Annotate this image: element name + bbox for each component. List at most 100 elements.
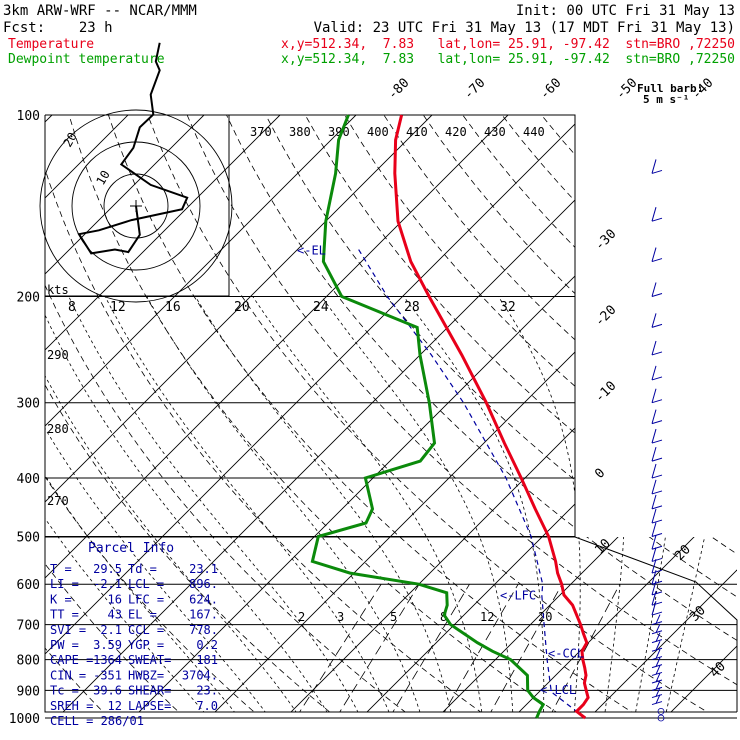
wind-barb-staff	[651, 293, 663, 298]
wind-barb-flag	[651, 247, 657, 262]
wind-barb	[651, 207, 663, 222]
wind-barb	[651, 365, 663, 381]
wind-barb	[651, 614, 663, 626]
parcel-info-key: CAPE =	[50, 653, 93, 667]
hodograph-trace	[77, 42, 189, 255]
theta-label: 430	[484, 125, 506, 139]
dry-adiabat	[186, 115, 737, 712]
parcel-info-key: YGP =	[128, 638, 164, 652]
mixing-ratio-label: 20	[234, 300, 250, 315]
dry-adiabat	[147, 115, 737, 712]
wind-barb-staff	[651, 399, 663, 404]
dry-adiabat	[45, 115, 277, 712]
wind-barb-staff	[651, 376, 663, 381]
mixing-ratio-label: 3	[337, 610, 344, 624]
parcel-info-title: Parcel Info	[88, 541, 174, 556]
pressure-label: 700	[17, 619, 40, 634]
wind-barb	[651, 600, 663, 616]
mixing-ratio-line	[335, 584, 420, 712]
temperature-info: x,y=512.34, 7.83 lat,lon= 25.91, -97.42 …	[281, 37, 735, 52]
wind-barb-staff	[651, 664, 663, 669]
parcel-info-value: 3.59	[93, 638, 122, 652]
parcel-info-value: 39.6	[93, 684, 122, 698]
isotherm-line	[45, 115, 509, 712]
dry-adiabat	[541, 115, 737, 712]
parcel-info-key: LFC =	[128, 592, 164, 606]
wind-barb	[651, 463, 663, 479]
wind-barb-staff	[651, 601, 663, 606]
parcel-info-value: 778.	[189, 623, 218, 637]
forecast-hour: Fcst: 23 h	[3, 20, 113, 36]
theta-label: 380	[289, 125, 311, 139]
wind-barb-flag	[651, 463, 657, 479]
wind-barb-flag	[655, 687, 661, 697]
mixing-ratio-line	[548, 584, 621, 712]
parcel-info-key: HWBZ=	[128, 668, 164, 682]
mixing-ratio-line	[440, 584, 519, 712]
wind-barb	[651, 340, 663, 356]
wind-barb-staff	[651, 694, 663, 699]
wind-barb	[651, 282, 663, 298]
wind-barb-staff	[651, 351, 663, 356]
isotherm-label: -30	[592, 227, 619, 254]
parcel-info-value: -351	[93, 668, 122, 682]
wind-barb	[651, 623, 663, 635]
isotherm-line	[45, 115, 281, 712]
wind-barb-flag	[651, 558, 657, 574]
wind-barb-flag	[651, 522, 657, 537]
wind-barb-staff	[651, 701, 663, 706]
mixing-ratio-line	[388, 584, 470, 712]
wind-barb-flag	[651, 428, 657, 444]
isotherm-line	[45, 115, 357, 712]
dry-adiabat	[580, 115, 737, 712]
isotherm-line	[436, 115, 737, 712]
wind-barb-staff	[651, 591, 663, 596]
wind-barb-flag	[651, 340, 657, 356]
wind-barb-flag	[655, 665, 661, 675]
theta-label: 370	[250, 125, 272, 139]
isotherm-line	[45, 115, 205, 712]
wind-barb	[651, 657, 663, 669]
parcel-info-panel: Parcel Info T = 29.5 Td = 23.1 LI = -2.1 LCL = 8…	[50, 541, 218, 728]
dry-adiabat	[45, 115, 354, 712]
wind-barb-flag	[655, 641, 661, 651]
wind-barb	[651, 641, 663, 652]
parcel-info-value: 167.	[189, 608, 218, 622]
parcel-info-value: 0.2	[196, 638, 218, 652]
pressure-label: 1000	[9, 712, 40, 727]
isotherm-line	[512, 115, 737, 712]
mixing-ratio-label: 28	[404, 300, 420, 315]
dry-adiabat	[304, 115, 737, 712]
theta-label: 400	[367, 125, 389, 139]
wind-barb-flag	[651, 494, 657, 510]
wind-barb-staff	[651, 630, 663, 635]
wind-barb-staff	[651, 323, 663, 328]
mixing-ratio-label: 16	[165, 300, 181, 315]
frame-outline	[44, 114, 738, 713]
model-title: 3km ARW-WRF -- NCAR/MMM	[3, 3, 197, 19]
isotherm-label: 0	[592, 466, 608, 482]
wind-barb-flag	[655, 632, 661, 642]
wind-barb-calm	[657, 714, 665, 722]
parcel-info-key: SVI =	[50, 623, 86, 637]
isotherm-line	[45, 115, 433, 712]
parcel-info-value: 43	[108, 608, 122, 622]
wind-barb	[651, 687, 663, 699]
level-label: <-LFC	[500, 588, 536, 602]
parcel-info-value: 23.	[196, 684, 218, 698]
wind-barb-staff	[651, 169, 663, 174]
sounding-curves	[310, 114, 590, 720]
dry-adiabat	[108, 115, 662, 712]
wind-barb-flag	[655, 672, 661, 683]
wind-barb-flag	[655, 614, 661, 624]
wind-barb-flag	[655, 694, 661, 704]
parcel-info-value: 2.1	[100, 623, 122, 637]
wind-barb-staff	[651, 258, 663, 263]
barb-legend: Full barb: 5 m s⁻¹	[637, 82, 703, 106]
wind-barb-flag	[651, 600, 657, 616]
dewpoint-trace	[310, 114, 546, 719]
wind-barb-flag	[651, 535, 657, 550]
dewpoint-info: x,y=512.34, 7.83 lat,lon= 25.91, -97.42 …	[281, 52, 735, 67]
wind-barb-flag	[651, 313, 657, 328]
